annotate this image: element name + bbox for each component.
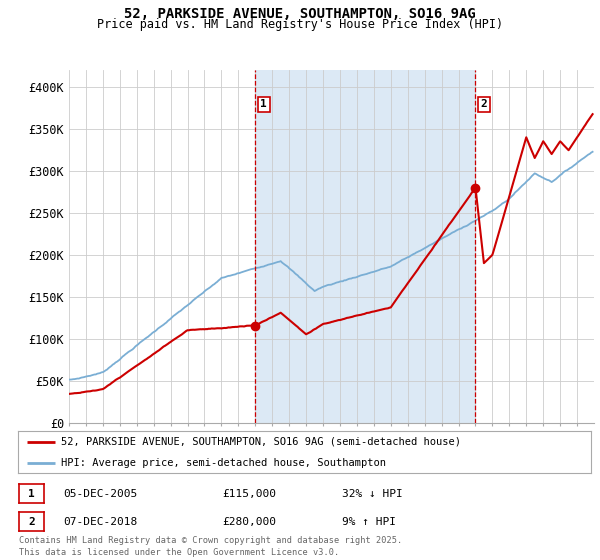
Text: 2: 2	[28, 517, 35, 527]
Text: 2: 2	[481, 100, 487, 109]
Text: £280,000: £280,000	[222, 517, 276, 527]
Text: 32% ↓ HPI: 32% ↓ HPI	[342, 489, 403, 499]
Text: 1: 1	[260, 100, 267, 109]
Text: 07-DEC-2018: 07-DEC-2018	[63, 517, 137, 527]
Text: 52, PARKSIDE AVENUE, SOUTHAMPTON, SO16 9AG: 52, PARKSIDE AVENUE, SOUTHAMPTON, SO16 9…	[124, 7, 476, 21]
Text: Contains HM Land Registry data © Crown copyright and database right 2025.
This d: Contains HM Land Registry data © Crown c…	[19, 536, 403, 557]
Bar	[255, 70, 475, 423]
Text: 9% ↑ HPI: 9% ↑ HPI	[342, 517, 396, 527]
Text: Price paid vs. HM Land Registry's House Price Index (HPI): Price paid vs. HM Land Registry's House …	[97, 18, 503, 31]
Text: 52, PARKSIDE AVENUE, SOUTHAMPTON, SO16 9AG (semi-detached house): 52, PARKSIDE AVENUE, SOUTHAMPTON, SO16 9…	[61, 437, 461, 447]
Text: HPI: Average price, semi-detached house, Southampton: HPI: Average price, semi-detached house,…	[61, 458, 386, 468]
Text: 1: 1	[28, 489, 35, 499]
Text: £115,000: £115,000	[222, 489, 276, 499]
Text: 05-DEC-2005: 05-DEC-2005	[63, 489, 137, 499]
